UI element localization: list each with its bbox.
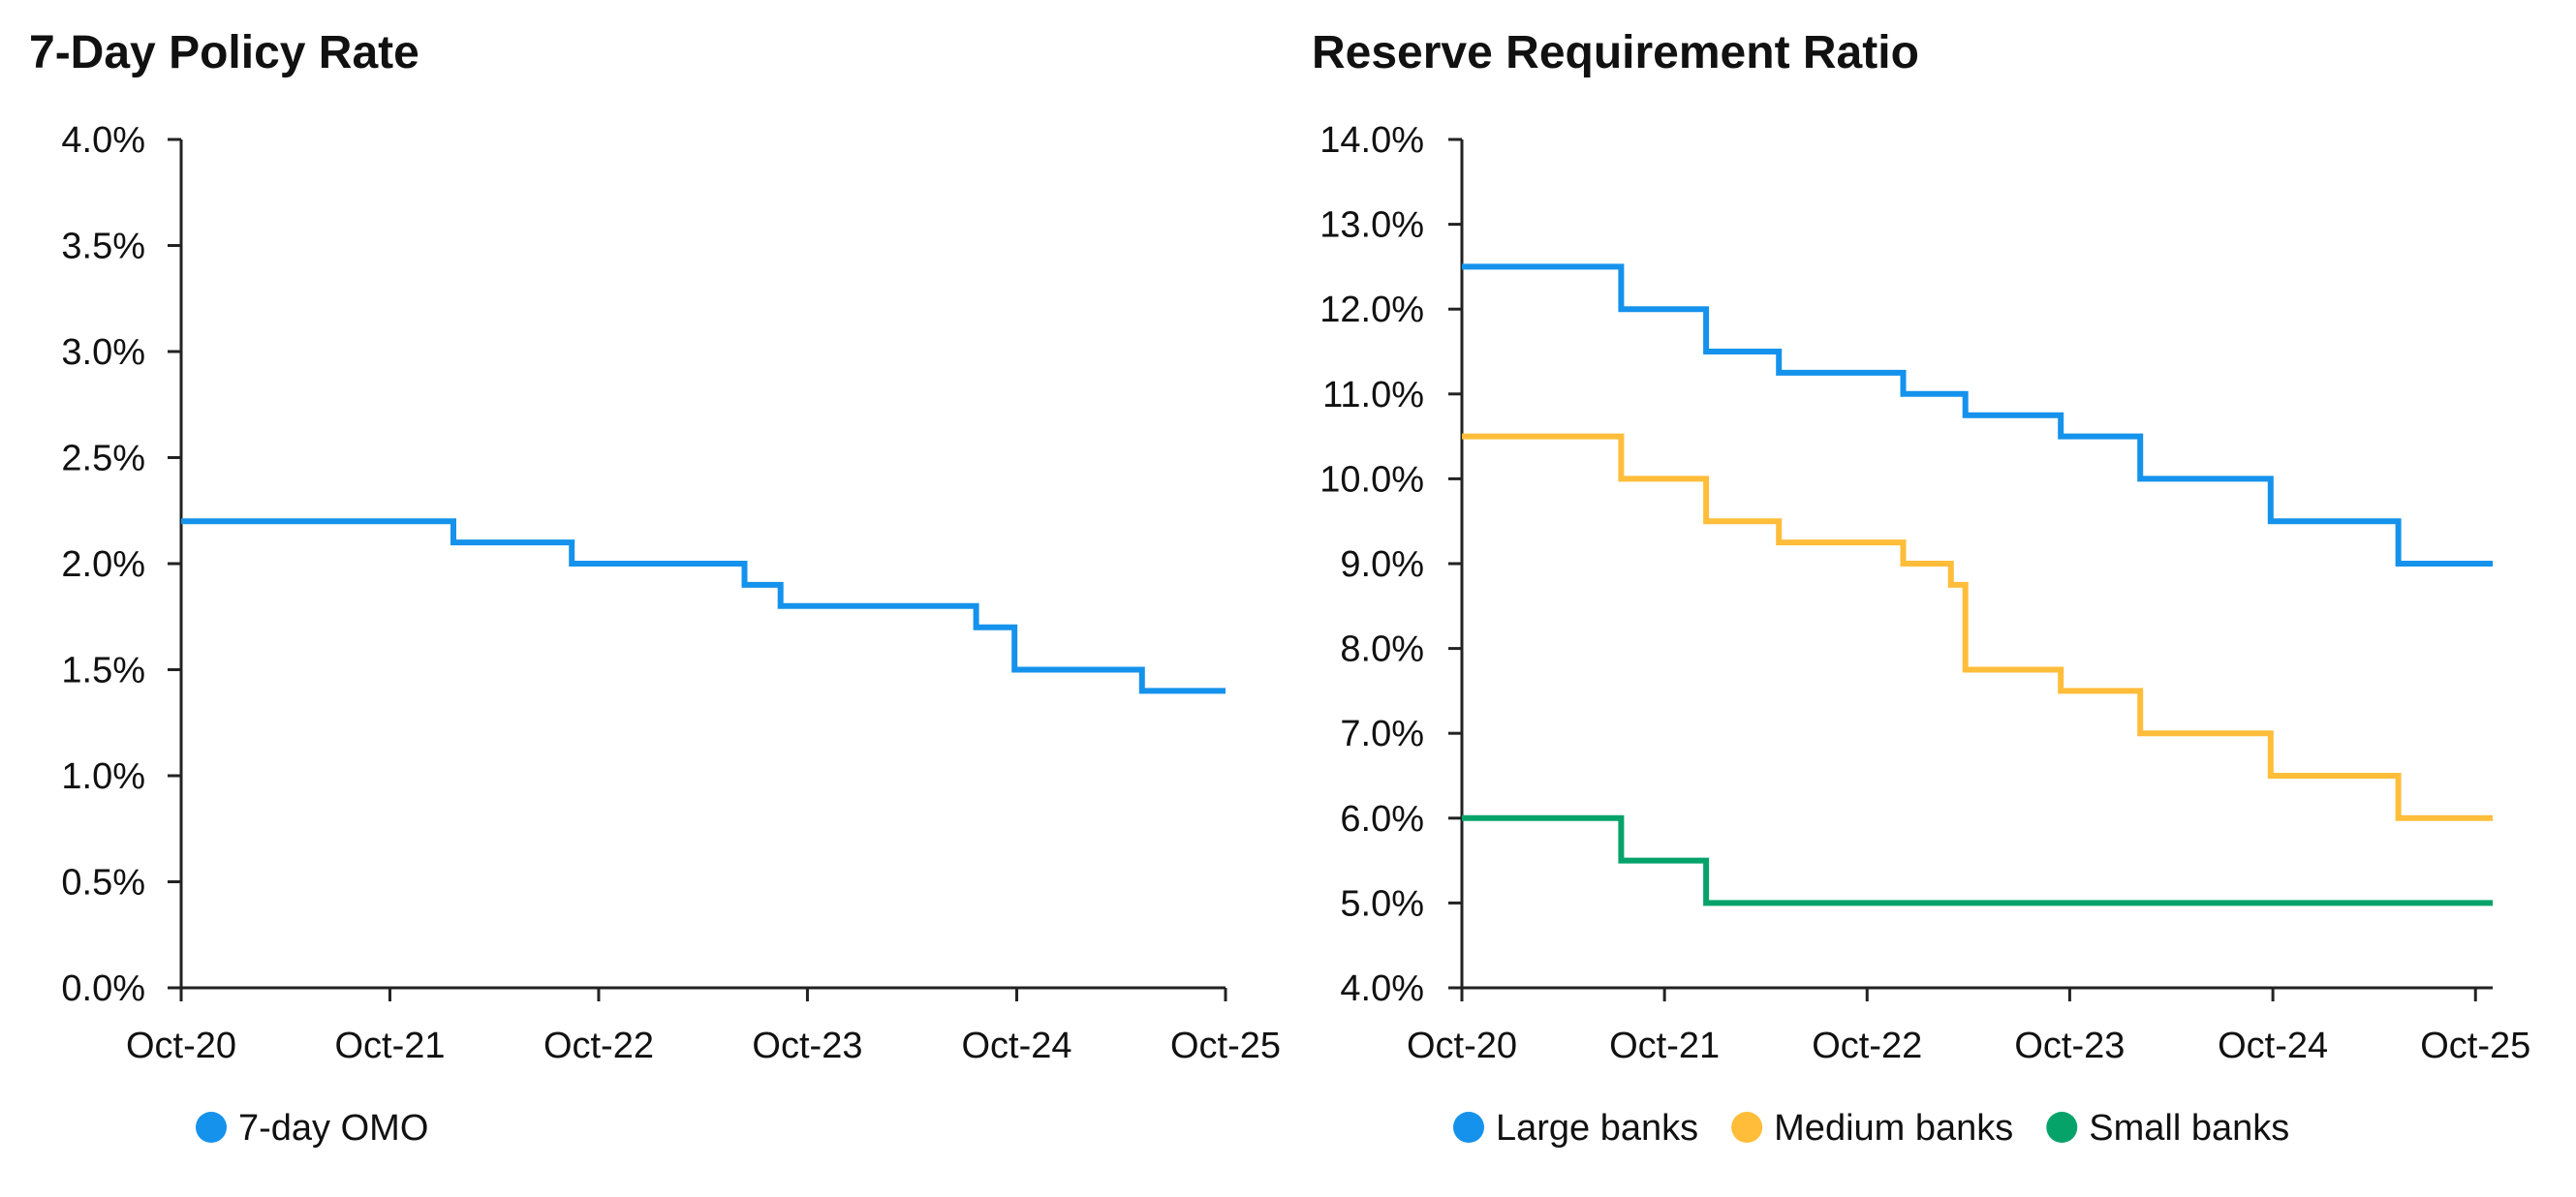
x-tick-label: Oct-22 bbox=[543, 1026, 654, 1066]
series-line-small-banks bbox=[1462, 814, 2493, 906]
y-tick-label: 3.0% bbox=[61, 332, 145, 373]
x-tick-label: Oct-23 bbox=[752, 1026, 862, 1066]
y-tick-label: 1.5% bbox=[61, 651, 145, 691]
y-tick-label: 7.0% bbox=[1340, 714, 1424, 754]
chart-title: 7-Day Policy Rate bbox=[29, 27, 419, 78]
y-tick-label: 8.0% bbox=[1340, 629, 1424, 670]
legend-marker bbox=[2046, 1112, 2078, 1143]
legend-marker bbox=[196, 1112, 227, 1143]
legend: 7-day OMO bbox=[196, 1108, 428, 1149]
y-tick-label: 0.5% bbox=[61, 863, 145, 904]
legend-label: Large banks bbox=[1496, 1108, 1698, 1149]
legend-label: 7-day OMO bbox=[238, 1108, 428, 1149]
legend-label: Medium banks bbox=[1774, 1108, 2013, 1149]
legend-label: Small banks bbox=[2089, 1108, 2289, 1149]
x-tick-label: Oct-21 bbox=[334, 1026, 445, 1066]
x-tick-label: Oct-21 bbox=[1609, 1026, 1720, 1066]
y-tick-label: 4.0% bbox=[1340, 968, 1424, 1009]
x-tick-label: Oct-20 bbox=[126, 1026, 236, 1066]
chart-2: Reserve Requirement Ratio 4.0% 5.0% 6.0% 7.0… bbox=[1312, 27, 2530, 1149]
y-tick-label: 1.0% bbox=[61, 756, 145, 797]
y-tick-label: 0.0% bbox=[61, 968, 145, 1009]
series-line-large-banks bbox=[1462, 263, 2493, 567]
y-tick-label: 3.5% bbox=[61, 227, 145, 267]
y-tick-label: 10.0% bbox=[1319, 459, 1424, 500]
x-tick-label: Oct-22 bbox=[1812, 1026, 1922, 1066]
series-line-medium-banks bbox=[1462, 433, 2493, 821]
y-tick-label: 2.5% bbox=[61, 439, 145, 479]
y-tick-label: 13.0% bbox=[1319, 205, 1424, 246]
chart-1: 7-Day Policy Rate 0.0% 0.5% 1.0% 1.5% 2.0% 2.5… bbox=[29, 27, 1281, 1149]
y-tick-label: 5.0% bbox=[1340, 883, 1424, 924]
y-tick-label: 4.0% bbox=[61, 120, 145, 161]
legend-marker bbox=[1731, 1112, 1763, 1143]
legend: Large banks Medium banks Small banks bbox=[1453, 1108, 2289, 1149]
x-tick-label: Oct-24 bbox=[2218, 1026, 2328, 1066]
x-tick-label: Oct-24 bbox=[961, 1026, 1071, 1066]
x-tick-label: Oct-23 bbox=[2014, 1026, 2125, 1066]
y-tick-label: 6.0% bbox=[1340, 799, 1424, 840]
series-line-7-day-omo bbox=[181, 518, 1226, 694]
x-tick-label: Oct-20 bbox=[1407, 1026, 1517, 1066]
x-tick-label: Oct-25 bbox=[2420, 1026, 2530, 1066]
y-tick-label: 9.0% bbox=[1340, 544, 1424, 585]
y-tick-label: 12.0% bbox=[1319, 290, 1424, 330]
legend-marker bbox=[1453, 1112, 1484, 1143]
y-tick-label: 2.0% bbox=[61, 544, 145, 585]
y-tick-label: 11.0% bbox=[1322, 375, 1424, 415]
x-tick-label: Oct-25 bbox=[1170, 1026, 1281, 1066]
y-tick-label: 14.0% bbox=[1319, 120, 1424, 161]
chart-title: Reserve Requirement Ratio bbox=[1312, 27, 1919, 78]
